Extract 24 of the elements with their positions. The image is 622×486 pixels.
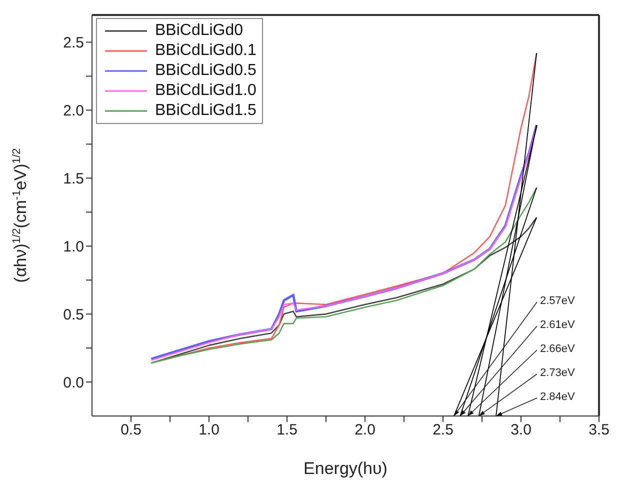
legend-label: BBiCdLiGd1.0: [155, 82, 256, 100]
x-tick-label: 0.5: [120, 422, 142, 439]
legend-label: BBiCdLiGd1.5: [155, 102, 256, 120]
x-tick-label: 1.0: [198, 422, 220, 439]
annotation: 2.61eV: [540, 319, 576, 331]
y-tick-label: 2.0: [63, 102, 84, 120]
annotation: 2.84eV: [540, 391, 576, 403]
annotation: 2.73eV: [540, 367, 576, 379]
legend-label: BBiCdLiGd0.5: [155, 62, 256, 80]
y-tick-label: 0.0: [63, 374, 84, 392]
x-tick-label: 3.5: [588, 422, 610, 439]
y-tick-label: 1.0: [63, 238, 84, 256]
annotation: 2.57eV: [540, 295, 576, 307]
x-axis-title: Energy(hυ): [304, 459, 388, 478]
x-tick-label: 2.0: [354, 422, 376, 439]
x-tick-label: 2.5: [432, 422, 454, 439]
y-tick-label: 1.5: [63, 170, 84, 188]
legend-label: BBiCdLiGd0.1: [155, 42, 256, 60]
legend-label: BBiCdLiGd0: [155, 22, 244, 40]
annotation: 2.66eV: [540, 343, 576, 355]
x-tick-label: 1.5: [276, 422, 298, 439]
x-tick-label: 3.0: [510, 422, 532, 439]
y-tick-label: 0.5: [63, 306, 84, 324]
y-tick-label: 2.5: [63, 34, 84, 52]
